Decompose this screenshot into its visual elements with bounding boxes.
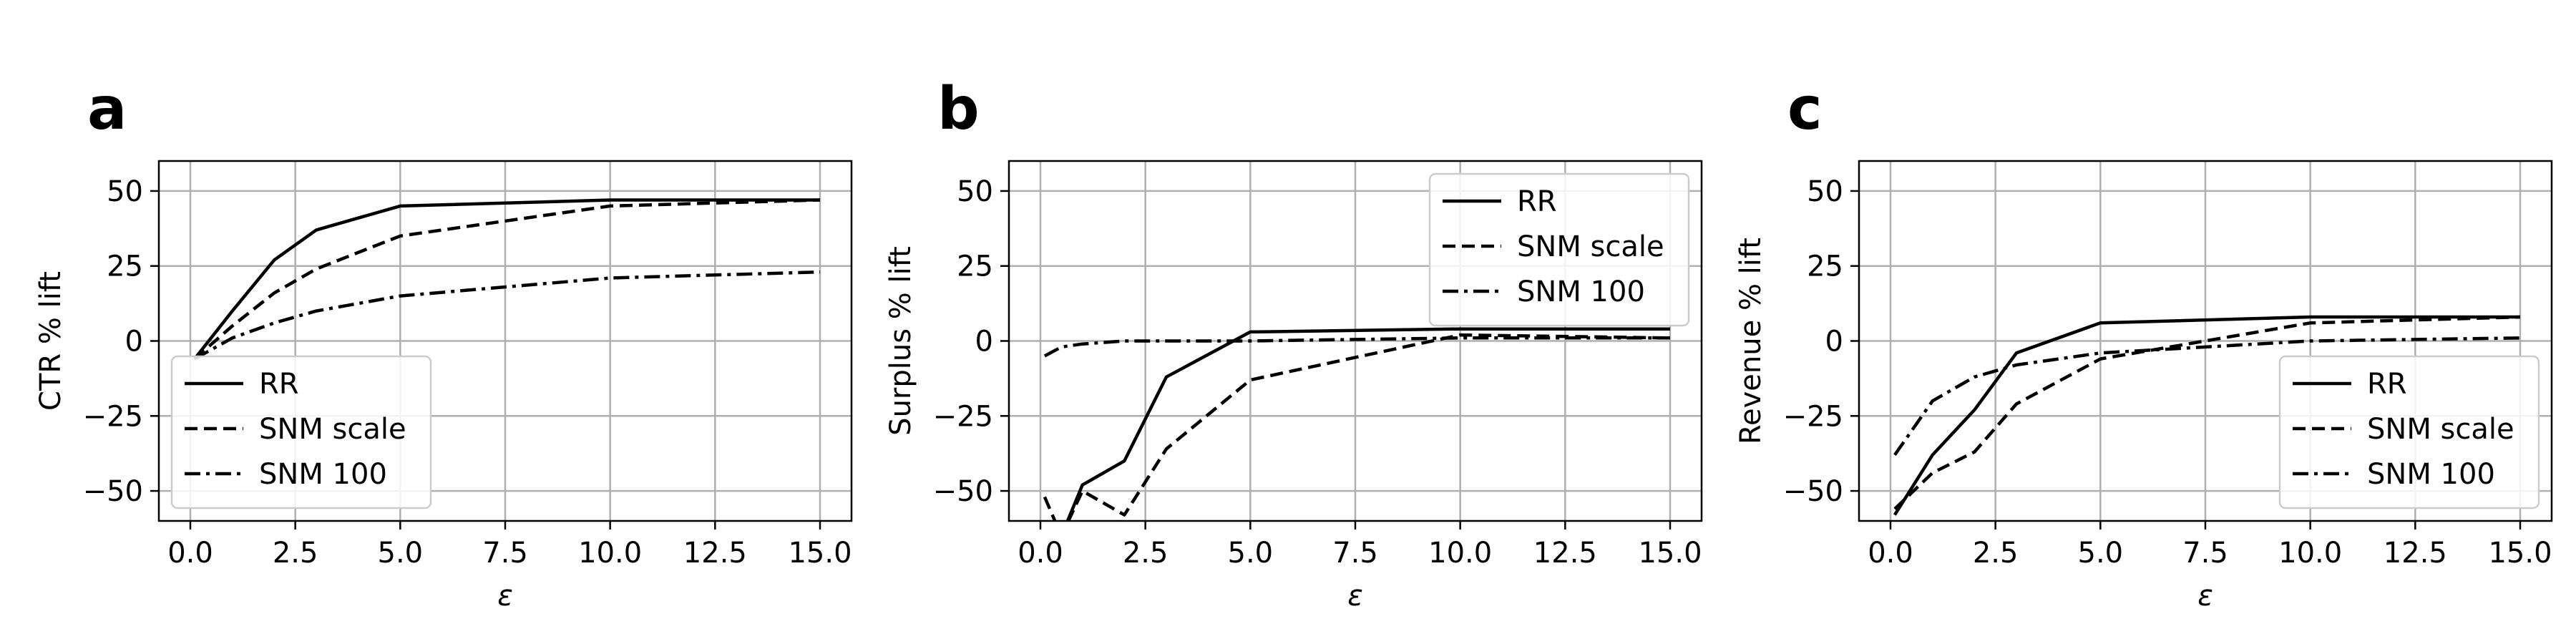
panel-c: c 0.0 2.5 5.0 7.5 10.0 12.5 15.0 −50 −25 0 25 50 ε Rev… (1735, 75, 2553, 613)
x-tick-label: 7.5 (1332, 537, 1378, 570)
legend-entry-label: SNM scale (1517, 230, 1664, 263)
plot-frame (157, 160, 853, 522)
series-line-rr (1065, 327, 1670, 521)
x-tick-label: 0.0 (1868, 537, 1913, 570)
x-tick-label: 2.5 (1123, 537, 1169, 570)
x-tick-label: 7.5 (2182, 537, 2228, 570)
legend-box (2278, 355, 2540, 509)
y-tick-label: 50 (957, 175, 993, 208)
y-axis-label: CTR % lift (34, 271, 67, 411)
x-tick-label: 12.5 (683, 537, 747, 570)
legend-entry-label: RR (2367, 368, 2407, 401)
y-axis-label: Surplus % lift (884, 246, 917, 436)
series-line-rr (1893, 315, 2520, 516)
x-tick-label: 15.0 (788, 537, 852, 570)
x-tick-label: 5.0 (2078, 537, 2124, 570)
x-axis-label: ε (497, 580, 513, 613)
legend-box (170, 355, 432, 509)
panel-letter-a: a (87, 75, 127, 143)
y-tick-label: 25 (1807, 250, 1843, 283)
legend-entry-label: SNM scale (259, 413, 406, 446)
series-line-snm-100 (1893, 336, 2521, 457)
y-tick-label: 25 (957, 250, 993, 283)
y-tick-label: −25 (933, 400, 993, 433)
legend: RR SNM scale SNM 100 (1428, 172, 1690, 327)
y-tick-label: 0 (1825, 326, 1843, 358)
y-tick-label: −25 (1783, 400, 1843, 433)
y-tick-label: 50 (1807, 175, 1843, 208)
series-line-snm-100 (193, 270, 821, 361)
y-tick-label: 25 (107, 250, 143, 283)
legend-entry-label: SNM 100 (1517, 275, 1645, 308)
series-line-snm-100 (1043, 336, 1670, 358)
legend-entry-label: RR (259, 368, 299, 401)
x-tick-label: 10.0 (1428, 537, 1492, 570)
x-tick-label: 2.5 (1973, 537, 2019, 570)
y-axis-label: Revenue % lift (1735, 238, 1767, 444)
x-tick-label: 10.0 (578, 537, 642, 570)
x-tick-label: 0.0 (167, 537, 213, 570)
series-line-snm-scale (1043, 333, 1671, 521)
y-tick-label: −50 (83, 475, 143, 508)
panel-letter-c: c (1787, 75, 1823, 143)
legend-entry-label: SNM 100 (259, 458, 387, 491)
x-tick-label: 5.0 (1228, 537, 1274, 570)
x-tick-label: 12.5 (2384, 537, 2447, 570)
x-tick-label: 0.0 (1018, 537, 1063, 570)
y-tick-label: 0 (125, 326, 143, 358)
legend-entry-label: SNM scale (2367, 413, 2514, 446)
x-tick-label: 10.0 (2278, 537, 2342, 570)
legend: RR SNM scale SNM 100 (170, 355, 432, 509)
legend-box (1428, 172, 1690, 327)
legend-entry-label: RR (1517, 185, 1557, 218)
y-tick-label: −50 (1783, 475, 1843, 508)
x-tick-label: 12.5 (1533, 537, 1597, 570)
x-tick-label: 15.0 (2488, 537, 2552, 570)
series-line-rr (193, 198, 820, 360)
x-tick-label: 15.0 (1638, 537, 1702, 570)
x-tick-label: 5.0 (378, 537, 424, 570)
x-tick-label: 2.5 (273, 537, 318, 570)
plot-frame (1008, 160, 1703, 522)
x-axis-label: ε (1347, 580, 1363, 613)
plot-frame (1858, 160, 2553, 522)
y-tick-label: 50 (107, 175, 143, 208)
legend-entry-label: SNM 100 (2367, 458, 2495, 491)
panel-b: b 0.0 2.5 5.0 7.5 10.0 12.5 15.0 −50 −25 0 25 50 ε Sur… (884, 75, 1703, 613)
y-tick-label: −50 (933, 475, 993, 508)
x-axis-label: ε (2197, 580, 2213, 613)
series-line-snm-scale (1893, 315, 2521, 510)
legend: RR SNM scale SNM 100 (2278, 355, 2540, 509)
x-tick-label: 7.5 (482, 537, 528, 570)
y-tick-label: −25 (83, 400, 143, 433)
panel-a: a 0.0 2.5 5.0 7.5 10.0 12.5 15.0 −50 −25 0 25 50 ε CTR… (34, 75, 853, 613)
panel-letter-b: b (937, 75, 980, 143)
y-tick-label: 0 (975, 326, 993, 358)
series-line-snm-scale (193, 198, 821, 361)
